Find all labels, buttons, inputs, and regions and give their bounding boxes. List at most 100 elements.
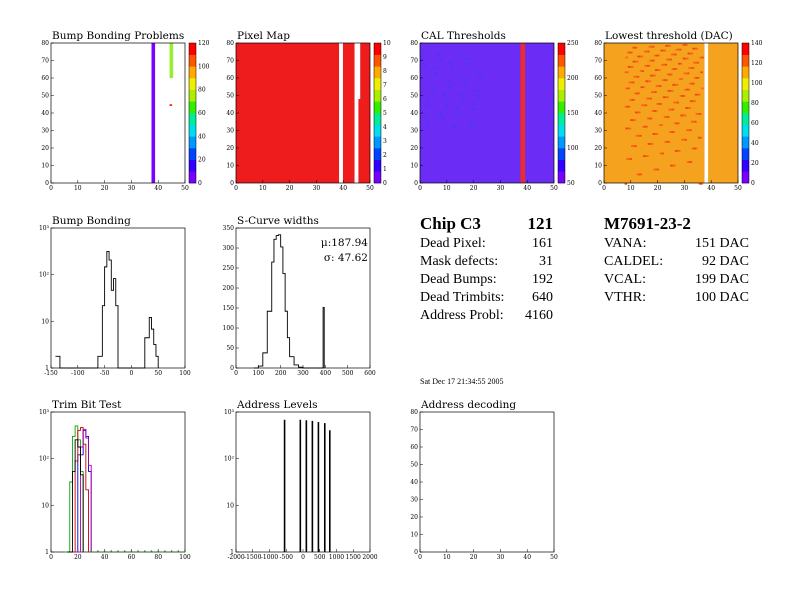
heatmap-cell: [640, 86, 644, 89]
heatmap-cell: [687, 88, 691, 91]
heatmap-cell: [632, 60, 636, 63]
y-tick-label: 60: [594, 75, 602, 82]
heatmap-cell: [684, 138, 687, 141]
stats-label: μ:187.94: [321, 237, 368, 249]
row-value: 92 DAC: [701, 254, 749, 269]
baseline-marker: [170, 550, 173, 552]
palette-tick-label: 100: [567, 145, 579, 152]
x-tick-label: 10: [443, 185, 451, 192]
heatmap-cell: [644, 155, 648, 157]
heatmap-cell: [682, 138, 686, 141]
y-tick-label: 80: [594, 40, 602, 47]
baseline-marker: [164, 550, 166, 552]
heatmap-cell: [446, 80, 450, 83]
y-tick-label: 70: [226, 58, 234, 65]
y-tick-label: 60: [226, 75, 234, 82]
heatmap-cell: [665, 116, 668, 118]
heatmap-cell: [648, 80, 652, 83]
heatmap-cell: [644, 64, 648, 67]
heatmap-cell: [696, 93, 699, 96]
y-tick-label: 30: [594, 128, 602, 135]
heatmap-cell: [685, 72, 688, 75]
row-label: Dead Bumps:: [420, 272, 497, 287]
y-tick-label: 70: [594, 58, 602, 65]
heatmap-cell: [683, 43, 687, 46]
palette-swatch: [558, 54, 565, 67]
row-label: Dead Trimbits:: [420, 290, 505, 305]
heatmap-cell: [464, 57, 468, 60]
y-tick-label: 80: [226, 40, 234, 47]
x-tick-label: 600: [364, 370, 376, 377]
chart-title: Bump Bonding Problems: [52, 30, 184, 42]
heatmap-cell: [656, 168, 660, 171]
heatmap-cell: [667, 140, 671, 143]
chip-header: Chip C3 121: [420, 213, 553, 235]
heatmap-cell: [638, 134, 642, 137]
series-line: [253, 234, 325, 369]
heatmap-cell: [681, 138, 684, 141]
y-tick-label: 30: [410, 128, 418, 135]
y-tick-label: 20: [594, 145, 602, 152]
row-value: 192: [532, 272, 553, 287]
heatmap-fill: [604, 43, 738, 183]
palette-tick-label: 80: [198, 87, 206, 94]
heatmap-cell: [634, 46, 638, 49]
heatmap-cell: [650, 91, 654, 94]
baseline-marker: [110, 550, 113, 552]
palette-swatch: [742, 43, 749, 55]
heatmap-cell: [639, 173, 643, 176]
heatmap-cell: [662, 96, 666, 99]
heatmap-cell: [689, 82, 692, 85]
y-tick-label: 60: [410, 75, 418, 82]
heatmap-cell: [695, 76, 699, 79]
heatmap-cell: [637, 134, 640, 137]
y-tick-label: 70: [410, 58, 418, 65]
heatmap-cell: [624, 71, 628, 74]
heatmap-cell: [658, 85, 662, 87]
heatmap-cell: [468, 121, 472, 124]
heatmap-cell: [669, 58, 672, 61]
heatmap-cell: [627, 127, 630, 130]
x-tick-label: 40: [154, 185, 162, 192]
heatmap-cell: [638, 173, 641, 176]
heatmap-cell: [689, 100, 693, 103]
module-title: M7691-23-2: [604, 214, 691, 233]
series-line: [67, 439, 84, 553]
heatmap-cell: [432, 90, 436, 93]
heatmap-cell: [659, 103, 663, 105]
chart-address-decoding: Address decoding 0 10 20 30 40 50 0 10 20 30 40 50 60…: [410, 399, 558, 561]
heatmap-cell: [690, 120, 694, 123]
heatmap-cell: [689, 161, 693, 163]
heatmap-cell: [629, 158, 632, 160]
heatmap-cell: [674, 53, 677, 56]
heatmap-cell: [643, 50, 647, 53]
y-tick-label: 300: [223, 245, 235, 252]
heatmap-cell: [693, 61, 696, 64]
heatmap-cell: [664, 140, 668, 143]
heatmap-cell: [699, 56, 703, 59]
x-tick-label: 50: [181, 185, 189, 192]
heatmap-cell: [354, 43, 359, 183]
heatmap-cell: [701, 56, 704, 59]
heatmap-cell: [689, 129, 692, 132]
heatmap-cell: [666, 44, 670, 47]
heatmap-cell: [629, 65, 632, 68]
heatmap-cell: [653, 74, 656, 77]
palette-swatch: [742, 124, 749, 137]
heatmap-cell: [650, 59, 654, 62]
heatmap-cell: [678, 48, 682, 51]
palette-tick-label: 4: [383, 124, 387, 131]
x-tick-label: 50: [550, 185, 558, 192]
heatmap-cell: [444, 99, 447, 101]
heatmap-cell: [692, 120, 695, 123]
heatmap-cell: [424, 116, 427, 119]
palette-swatch: [374, 171, 381, 184]
heatmap-cell: [448, 62, 452, 64]
palette-swatch: [742, 78, 749, 90]
heatmap-cell: [655, 54, 659, 57]
heatmap-cell: [628, 81, 632, 84]
x-tick-label: 500: [342, 370, 354, 377]
heatmap-cell: [678, 62, 681, 65]
palette-swatch: [374, 148, 381, 160]
heatmap-cell: [678, 78, 682, 80]
